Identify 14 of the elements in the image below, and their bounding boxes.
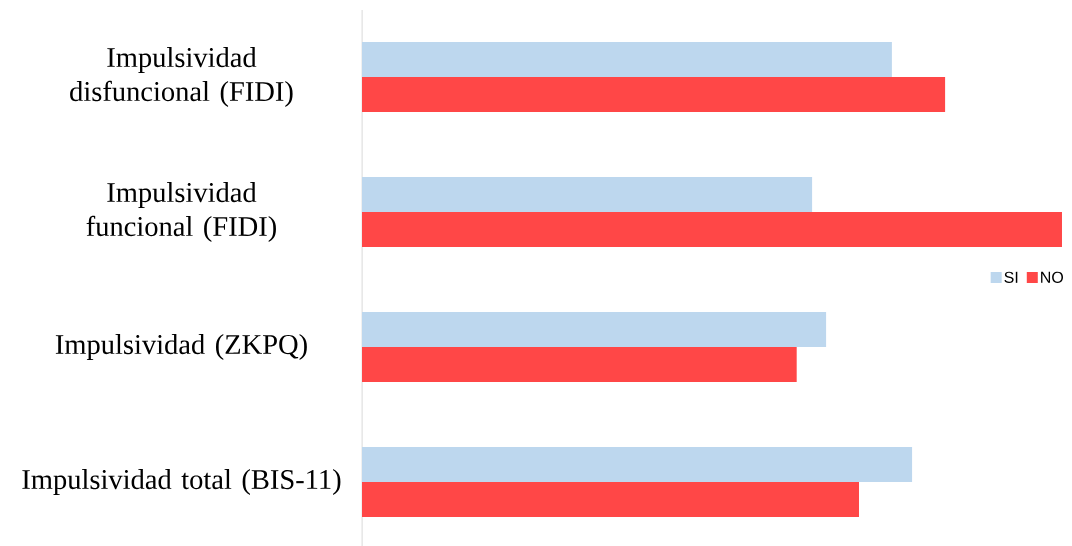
bar — [362, 42, 892, 77]
bar — [362, 212, 1062, 247]
legend-label: NO — [1041, 271, 1064, 283]
bar — [362, 177, 813, 212]
y-tick-label: Impulsividad (ZKPQ) — [55, 334, 307, 360]
bar — [362, 446, 913, 482]
y-tick-label: Impulsividad funcional (FIDI) — [86, 182, 276, 242]
legend-label: SI — [1004, 271, 1018, 283]
bar — [362, 312, 827, 347]
y-tick-label: Impulsividad disfuncional (FIDI) — [70, 47, 293, 107]
bar — [362, 481, 859, 517]
bar — [362, 77, 946, 112]
y-tick-label: Impulsividad total (BIS-11) — [22, 469, 341, 495]
bar — [362, 346, 797, 382]
